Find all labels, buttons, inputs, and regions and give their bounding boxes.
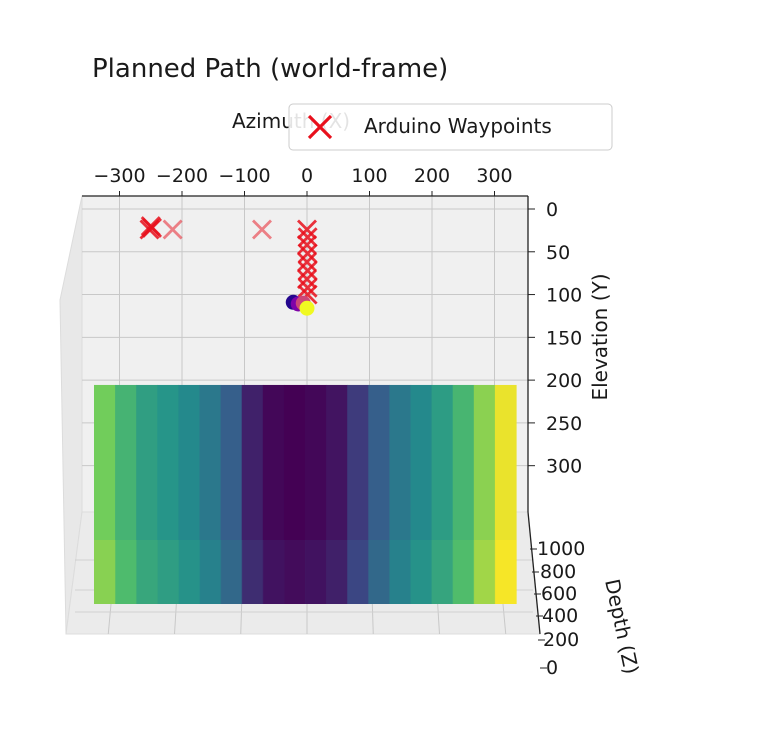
y-axis-label: Elevation (Y) <box>588 273 612 400</box>
waypoint-stroke-b <box>297 260 318 281</box>
waypoint-marker-9 <box>297 252 317 273</box>
waypoint-marker-11 <box>297 269 317 290</box>
waypoint-stroke-b <box>297 234 317 255</box>
waypoint-stroke-b <box>297 227 318 248</box>
surface-lower-band-8 <box>262 540 285 604</box>
z-axis-line <box>527 511 541 635</box>
scatter-points <box>139 216 318 316</box>
z-tick-label-1: 800 <box>540 561 576 583</box>
waypoint-marker-3 <box>162 219 183 240</box>
waypoint-stroke-b <box>297 277 318 298</box>
legend-label-arduino-waypoints: Arduino Waypoints <box>364 114 552 138</box>
surface-lower-band-14 <box>389 540 412 604</box>
surface-lower-band-10 <box>305 540 327 604</box>
waypoint-stroke-b <box>252 219 272 240</box>
y-tick-label-2: 100 <box>546 285 582 307</box>
legend-box <box>288 103 613 151</box>
z-tick-label-2: 600 <box>541 583 577 605</box>
surface-lower-band-0 <box>94 540 116 604</box>
z-tick-label-4: 200 <box>543 629 579 651</box>
surface-lower-band-13 <box>368 540 390 604</box>
x-tick-label-4: 100 <box>351 165 387 187</box>
x-tick-label-6: 300 <box>476 165 512 187</box>
waypoint-stroke-b <box>297 219 317 240</box>
surface-lower-band-12 <box>347 540 369 604</box>
chart-title: Planned Path (world-frame) <box>92 54 448 84</box>
axis-lines <box>82 195 541 635</box>
x-tick-label-1: −200 <box>156 165 208 187</box>
z-tick-label-3: 400 <box>542 605 578 627</box>
surface-lower-band-19 <box>494 540 517 604</box>
surface-lower-band-16 <box>431 540 454 604</box>
z-tick-label-0: 1000 <box>537 538 585 560</box>
surface-lower-band-6 <box>220 540 243 604</box>
legend-marker-x-icon <box>307 114 333 140</box>
waypoint-stroke-b <box>162 219 183 240</box>
surface-lower-band-11 <box>326 540 348 604</box>
waypoint-stroke-b <box>297 252 317 273</box>
surface-lower-band-7 <box>241 540 264 604</box>
x-tick-label-2: −100 <box>218 165 270 187</box>
surface-plot <box>94 384 517 604</box>
x-tick-label-5: 200 <box>414 165 450 187</box>
path-point-3 <box>299 300 315 316</box>
surface-lower-band-18 <box>473 540 496 604</box>
surface-lower-band-1 <box>115 540 137 604</box>
waypoint-marker-4 <box>252 219 272 240</box>
tick-labels: −300 −200 −100 0 100 200 300 0 50 100 150 200 250 300… <box>93 165 585 679</box>
surface-lower-band-15 <box>410 540 433 604</box>
surface-lower-band-3 <box>157 540 179 604</box>
y-tick-label-0: 0 <box>546 199 558 221</box>
waypoint-stroke-b <box>297 243 318 264</box>
z-axis-label: Depth (Z) <box>600 577 644 676</box>
y-tick-label-1: 50 <box>546 242 570 264</box>
surface-lower-band-2 <box>136 540 158 604</box>
waypoint-marker-7 <box>297 234 317 255</box>
waypoint-stroke-b <box>297 269 317 290</box>
waypoint-marker-10 <box>297 260 318 281</box>
surface-lower-band-17 <box>452 540 475 604</box>
x-tick-label-0: −300 <box>93 165 145 187</box>
legend[interactable]: Arduino Waypoints <box>288 103 613 151</box>
surface-lower-band-9 <box>283 540 306 604</box>
y-tick-label-3: 150 <box>546 327 582 349</box>
z-tick-label-5: 0 <box>546 657 558 679</box>
x-tick-label-3: 0 <box>301 165 313 187</box>
waypoint-marker-5 <box>297 219 317 240</box>
surface-lower-band-5 <box>199 540 222 604</box>
y-tick-label-5: 250 <box>546 413 582 435</box>
waypoint-marker-2 <box>139 219 160 240</box>
waypoint-stroke-b <box>139 219 160 240</box>
waypoint-marker-6 <box>297 227 318 248</box>
surface-lower-band-4 <box>178 540 201 604</box>
waypoint-marker-12 <box>297 277 318 298</box>
waypoint-marker-8 <box>297 243 318 264</box>
y-tick-label-6: 300 <box>546 456 582 478</box>
y-tick-label-4: 200 <box>546 370 582 392</box>
